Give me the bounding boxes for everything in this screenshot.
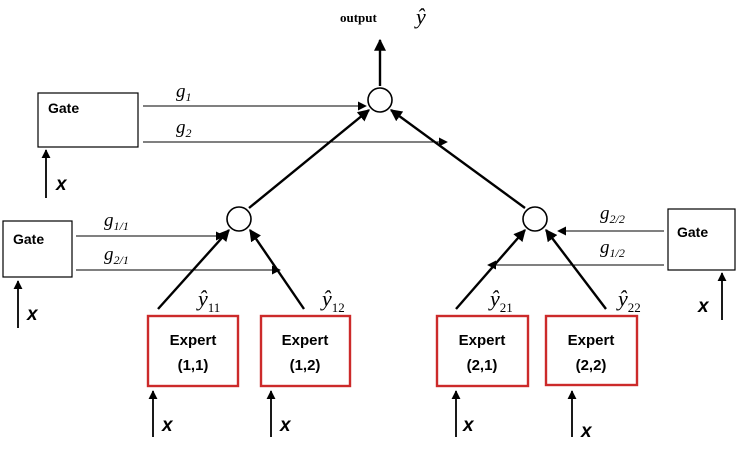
expert-12-index: (1,2) [290, 357, 321, 374]
expert-22-box [544, 314, 639, 387]
expert-11-output-label: ŷ11 [196, 286, 220, 315]
expert-11: Expert (1,1) x [146, 314, 240, 437]
expert-12-input-x: x [279, 415, 292, 436]
expert-12: Expert (1,2) x [259, 314, 352, 437]
top-gate-input-x: x [55, 174, 68, 195]
expert-21-input-x: x [462, 415, 475, 436]
left-combiner-node [226, 206, 252, 232]
expert-21-index: (2,1) [467, 357, 498, 374]
expert-11-box [146, 314, 240, 388]
top-gate-g2-label: g2 [176, 117, 192, 140]
left-gate-input-x: x [26, 304, 39, 325]
right-gate-g22-label: g2/2 [600, 203, 625, 226]
expert-11-index: (1,1) [178, 357, 209, 374]
right-gate-g12-label: g1/2 [600, 237, 625, 260]
expert-22-input-x: x [580, 421, 593, 442]
expert-21: Expert (2,1) x [435, 314, 530, 437]
expert-22-title: Expert [568, 332, 615, 349]
left-gate-g21-label: g2/1 [104, 244, 129, 267]
output-symbol: ŷ [414, 4, 426, 29]
expert-21-box [435, 314, 530, 388]
right-combiner-node [522, 206, 548, 232]
expert-21-output-label: ŷ21 [488, 286, 513, 315]
expert-12-output-arrow [249, 229, 305, 310]
expert-12-box [259, 314, 352, 388]
right-to-top-connection [390, 109, 526, 209]
right-gate-input-x: x [697, 296, 710, 317]
expert-12-output-label: ŷ12 [320, 286, 345, 315]
expert-21-title: Expert [459, 332, 506, 349]
expert-21-output-arrow [455, 229, 526, 310]
top-gate-g1-label: g1 [176, 81, 192, 104]
expert-22-index: (2,2) [576, 357, 607, 374]
expert-22-output-arrow [545, 229, 607, 310]
top-gate-label: Gate [48, 100, 79, 116]
expert-11-input-x: x [161, 415, 174, 436]
expert-11-title: Expert [170, 332, 217, 349]
right-gate-box [667, 208, 736, 271]
expert-12-title: Expert [282, 332, 329, 349]
top-combiner-node [367, 87, 393, 113]
left-to-top-connection [248, 109, 370, 209]
left-gate-box [2, 220, 73, 278]
right-gate-label: Gate [677, 224, 708, 240]
expert-22: Expert (2,2) x [544, 314, 639, 442]
left-gate-label: Gate [13, 231, 44, 247]
left-gate-g11-label: g1/1 [104, 210, 129, 233]
top-gate-box [37, 92, 139, 148]
expert-11-output-arrow [157, 229, 230, 310]
output-label: output [340, 10, 378, 25]
expert-22-output-label: ŷ22 [616, 286, 641, 315]
